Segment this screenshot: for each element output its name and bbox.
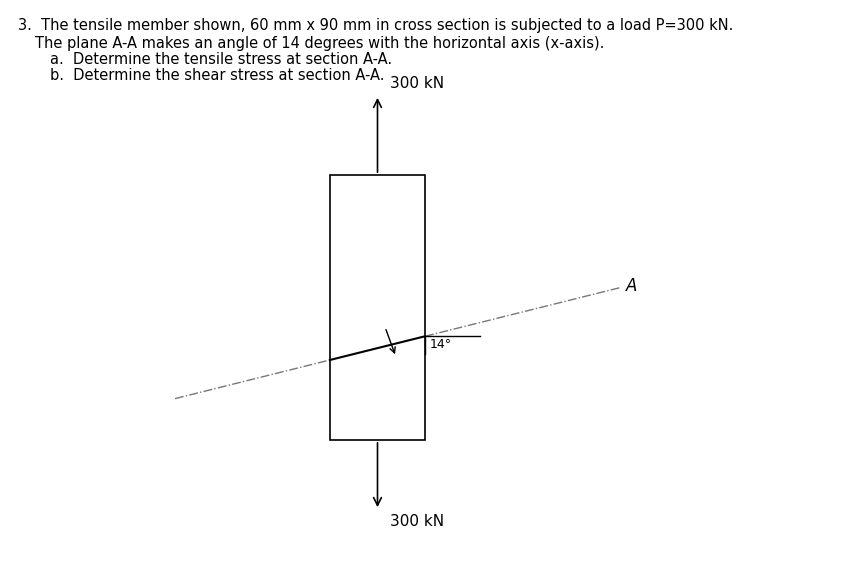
Text: 14°: 14° bbox=[430, 338, 452, 351]
Text: The plane A-A makes an angle of 14 degrees with the horizontal axis (x-axis).: The plane A-A makes an angle of 14 degre… bbox=[35, 36, 604, 51]
Text: b.  Determine the shear stress at section A-A.: b. Determine the shear stress at section… bbox=[50, 68, 385, 83]
Text: 3.  The tensile member shown, 60 mm x 90 mm in cross section is subjected to a l: 3. The tensile member shown, 60 mm x 90 … bbox=[18, 18, 733, 33]
Text: 300 kN: 300 kN bbox=[389, 76, 444, 91]
Text: A: A bbox=[626, 277, 637, 294]
Bar bbox=[330, 175, 425, 440]
Text: 300 kN: 300 kN bbox=[389, 514, 444, 529]
Text: a.  Determine the tensile stress at section A-A.: a. Determine the tensile stress at secti… bbox=[50, 52, 392, 67]
